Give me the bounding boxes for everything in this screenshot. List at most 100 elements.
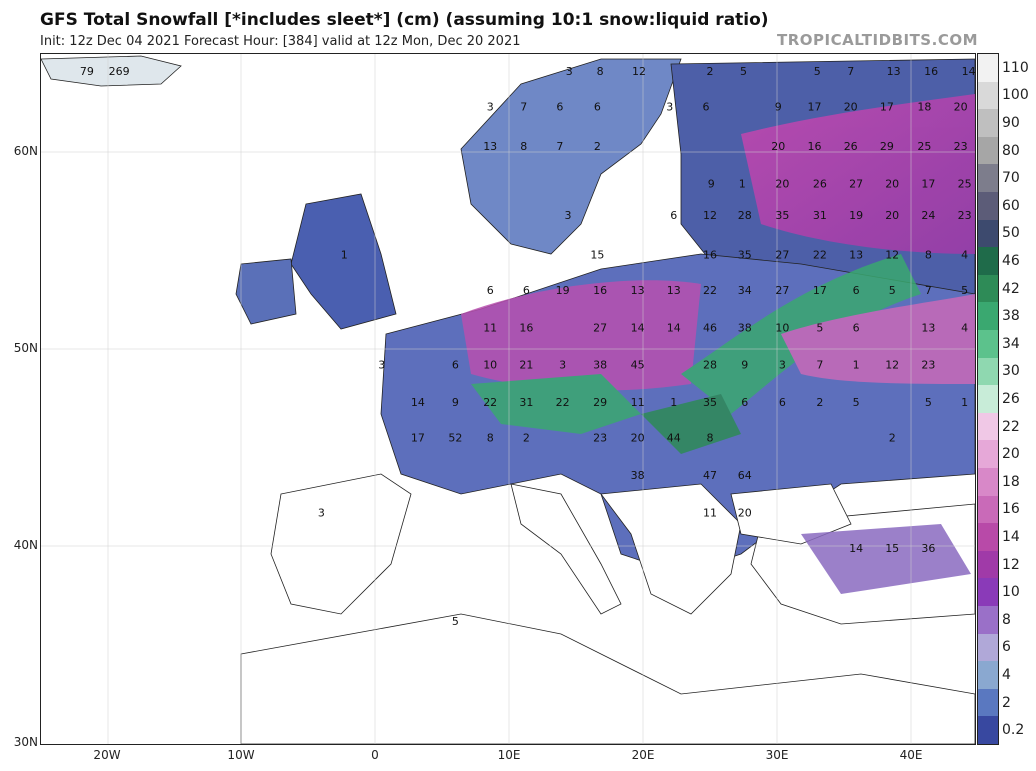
snowfall-value-label: 64 <box>738 469 752 482</box>
legend-label: 4 <box>1002 667 1011 683</box>
legend-swatch <box>978 606 998 635</box>
map-frame: 79 269 3 8 12 2 5 5 7 13 16 14 3 7 6 6 3 6 9 17 20 17 18 20 13 8 7… <box>40 53 976 745</box>
legend-swatch <box>978 468 998 497</box>
snowfall-value-label: 2 <box>816 396 823 409</box>
shade-band-turkey <box>801 524 971 594</box>
snowfall-value-label: 24 <box>921 209 935 222</box>
snowfall-value-label: 7 <box>520 101 527 114</box>
british-isles-shape <box>290 193 397 330</box>
snowfall-value-label: 6 <box>853 284 860 297</box>
lon-label-20w: 20W <box>93 748 121 762</box>
snowfall-value-label: 20 <box>738 506 752 519</box>
color-legend <box>977 53 999 745</box>
snowfall-value-label: 26 <box>844 140 858 153</box>
snowfall-value-label: 20 <box>631 432 645 445</box>
legend-label: 10 <box>1002 584 1020 601</box>
legend-swatch <box>978 330 998 359</box>
snowfall-value-label: 23 <box>954 140 968 153</box>
snowfall-value-label: 1 <box>961 396 968 409</box>
snowfall-value-label: 44 <box>667 432 681 445</box>
snowfall-value-label: 2 <box>889 432 896 445</box>
legend-swatch <box>978 385 998 414</box>
legend-swatch <box>978 716 998 745</box>
legend-label: 30 <box>1002 363 1020 380</box>
snowfall-value-label: 13 <box>849 248 863 261</box>
snowfall-value-label: 23 <box>593 432 607 445</box>
snowfall-value-label: 47 <box>703 469 717 482</box>
snowfall-value-label: 20 <box>771 140 785 153</box>
legend-swatch <box>978 688 998 717</box>
snowfall-value-label: 7 <box>925 284 932 297</box>
legend-swatch <box>978 633 998 662</box>
snowfall-value-label: 23 <box>921 359 935 372</box>
snowfall-value-label: 5 <box>961 284 968 297</box>
snowfall-value-label: 52 <box>448 432 462 445</box>
snowfall-value-label: 38 <box>738 321 752 334</box>
lon-label-30e: 30E <box>765 748 789 762</box>
snowfall-value-label: 1 <box>739 178 746 191</box>
snowfall-value-label: 16 <box>924 65 938 78</box>
snowfall-value-label: 22 <box>483 396 497 409</box>
snowfall-value-label: 31 <box>519 396 533 409</box>
snowfall-value-label: 29 <box>593 396 607 409</box>
lat-label-30n: 30N <box>13 735 38 749</box>
snowfall-value-label: 3 <box>559 359 566 372</box>
snowfall-value-label: 3 <box>487 101 494 114</box>
snowfall-value-label: 14 <box>849 542 863 555</box>
snowfall-value-label: 3 <box>779 359 786 372</box>
legend-swatch <box>978 109 998 138</box>
lon-label-20e: 20E <box>631 748 655 762</box>
snowfall-value-label: 38 <box>631 469 645 482</box>
map-subtitle: Init: 12z Dec 04 2021 Forecast Hour: [38… <box>40 34 521 49</box>
legend-label: 42 <box>1002 280 1020 297</box>
shade-band-pink-north <box>741 94 975 254</box>
snowfall-value-label: 5 <box>452 615 459 628</box>
lon-label-10w: 10W <box>227 748 255 762</box>
legend-label: 46 <box>1002 253 1020 269</box>
snowfall-value-label: 6 <box>703 101 710 114</box>
shade-band-pink-russia <box>781 294 975 384</box>
snowfall-value-label: 7 <box>816 359 823 372</box>
snowfall-value-label: 5 <box>925 396 932 409</box>
snowfall-value-label: 12 <box>632 65 646 78</box>
snowfall-value-label: 3 <box>378 359 385 372</box>
snowfall-value-label: 13 <box>483 140 497 153</box>
snowfall-value-label: 3 <box>565 209 572 222</box>
snowfall-value-label: 16 <box>519 321 533 334</box>
shade-band-central-pink <box>461 280 701 391</box>
snowfall-value-label: 15 <box>590 248 604 261</box>
legend-swatch <box>978 274 998 303</box>
snowfall-value-label: 22 <box>703 284 717 297</box>
snowfall-value-label: 269 <box>109 65 130 78</box>
snowfall-value-label: 6 <box>523 284 530 297</box>
north-africa-shape <box>240 613 975 744</box>
snowfall-value-label: 11 <box>703 506 717 519</box>
snowfall-value-label: 9 <box>452 396 459 409</box>
snowfall-value-label: 7 <box>556 140 563 153</box>
snowfall-value-label: 22 <box>556 396 570 409</box>
snowfall-value-label: 5 <box>740 65 747 78</box>
snowfall-value-label: 34 <box>738 284 752 297</box>
snowfall-value-label: 31 <box>813 209 827 222</box>
snowfall-value-label: 9 <box>741 359 748 372</box>
snowfall-value-label: 12 <box>885 248 899 261</box>
legend-swatch <box>978 192 998 221</box>
legend-label: 6 <box>1002 639 1011 656</box>
shade-band-alps <box>471 374 641 434</box>
iberia-shape <box>270 473 412 615</box>
snowfall-value-label: 6 <box>853 321 860 334</box>
snowfall-value-label: 14 <box>631 321 645 334</box>
legend-label: 100 <box>1002 87 1029 104</box>
snowfall-value-label: 16 <box>593 284 607 297</box>
map-title: GFS Total Snowfall [*includes sleet*] (c… <box>40 10 769 30</box>
snowfall-value-label: 5 <box>889 284 896 297</box>
snowfall-value-label: 27 <box>849 178 863 191</box>
snowfall-value-label: 2 <box>523 432 530 445</box>
snowfall-value-label: 10 <box>775 321 789 334</box>
snowfall-value-label: 20 <box>775 178 789 191</box>
snowfall-value-label: 14 <box>667 321 681 334</box>
snowfall-value-label: 16 <box>808 140 822 153</box>
snowfall-value-label: 20 <box>885 178 899 191</box>
